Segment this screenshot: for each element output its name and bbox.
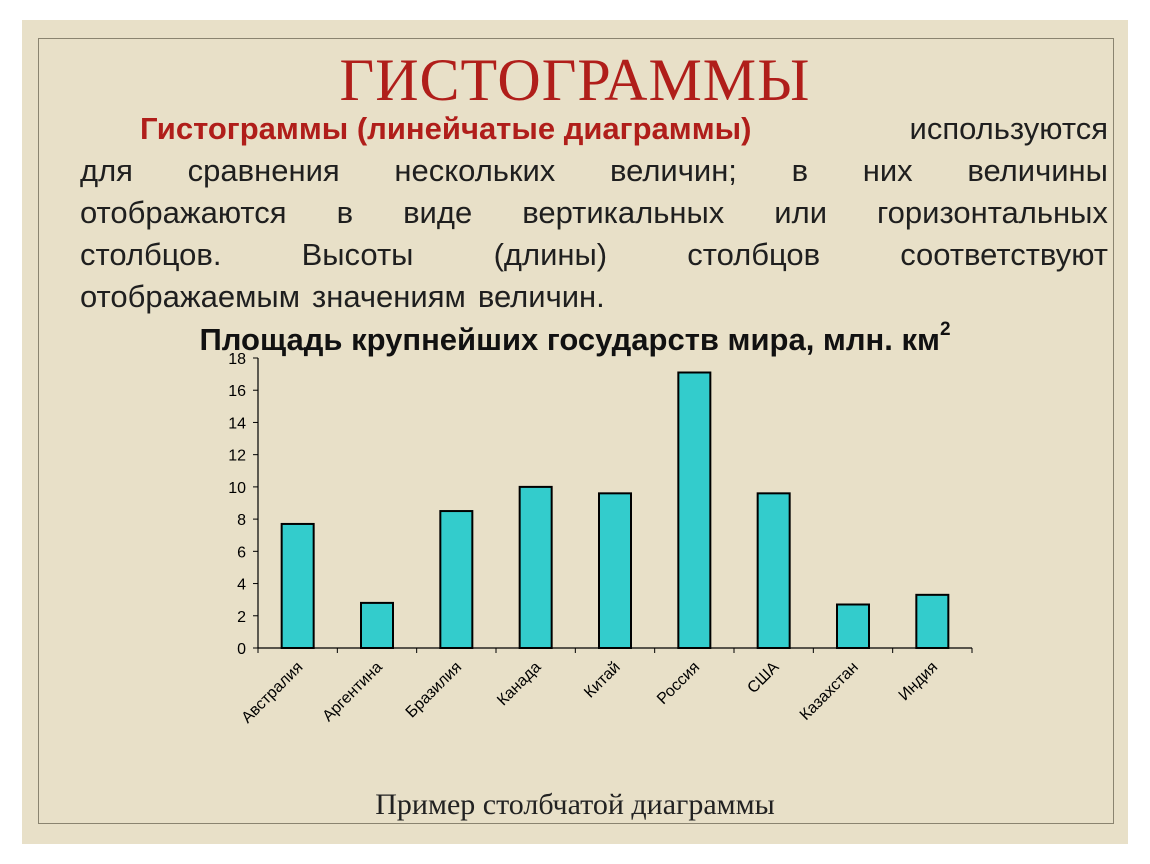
y-tick-label: 6 <box>237 544 246 561</box>
bar <box>439 510 474 649</box>
chart-title-superscript: 2 <box>939 318 951 340</box>
y-tick-label: 14 <box>228 415 246 432</box>
x-tick-label: Китай <box>581 659 624 702</box>
paragraph-word: используются <box>909 111 1108 146</box>
paragraph-word: соответствуют <box>900 237 1108 272</box>
bar <box>836 603 870 649</box>
paragraph-word: или <box>774 195 828 230</box>
paragraph-word: сравнения <box>187 153 340 188</box>
paragraph-word: нескольких <box>394 153 556 188</box>
slide-title: ГИСТОГРАММЫ <box>339 47 811 113</box>
paragraph-highlight: Гистограммы (линейчатые диаграммы) <box>140 111 752 146</box>
y-tick-label: 18 <box>228 351 246 368</box>
paragraph-line: отображаются в виде вертикальных или горизонт… <box>80 192 1108 234</box>
slide-frame <box>38 38 1114 824</box>
paragraph-word: в <box>791 153 809 188</box>
paragraph-line: для сравнения нескольких величин; в них величи… <box>80 150 1108 192</box>
y-tick-label: 2 <box>237 609 246 626</box>
paragraph-word: значениям <box>312 279 466 314</box>
paragraph-word: горизонтальных <box>877 195 1108 230</box>
x-tick-label: Аргентина <box>320 659 386 725</box>
paragraph-word: величин; <box>609 153 737 188</box>
paragraph-word: отображаемым <box>80 279 301 314</box>
description-paragraph: Гистограммы (линейчатые диаграммы) исполь… <box>80 108 1108 318</box>
y-tick-label: 12 <box>228 448 246 465</box>
bar-chart: 0 2 4 6 8 10 12 14 16 18 Австралия Аргентина Бразили… <box>228 351 973 727</box>
x-tick-label: США <box>744 659 782 697</box>
paragraph-word: величины <box>967 153 1108 188</box>
paragraph-word: (длины) <box>493 237 608 272</box>
paragraph-line: столбцов. Высоты (длины) столбцов соответств… <box>80 234 1108 276</box>
bar <box>360 601 394 650</box>
bar <box>677 371 712 649</box>
slide: ГИСТОГРАММЫ Гистограммы (линейчатые диаг… <box>22 20 1128 844</box>
slide-caption: Пример столбчатой диаграммы <box>375 788 775 821</box>
chart-title: Площадь крупнейших государств мира, млн.… <box>22 318 1128 358</box>
x-tick-label: Канада <box>494 659 544 709</box>
paragraph-word: отображаются <box>80 195 287 230</box>
y-tick-label: 4 <box>237 577 246 594</box>
paragraph-word: них <box>862 153 913 188</box>
paragraph-word: величин. <box>477 279 605 314</box>
chart-title-text: Площадь крупнейших государств мира, млн.… <box>199 322 940 357</box>
x-tick-label: Австралия <box>239 659 307 727</box>
paragraph-word: в <box>336 195 354 230</box>
y-tick-label: 8 <box>237 512 246 529</box>
bar <box>280 522 315 650</box>
paragraph-line: отображаемым значениям величин. <box>80 276 1108 318</box>
bar <box>915 593 950 649</box>
x-tick-label: Индия <box>896 659 941 704</box>
y-tick-label: 0 <box>237 641 246 658</box>
bar <box>518 485 553 649</box>
paragraph-line: Гистограммы (линейчатые диаграммы) исполь… <box>80 108 1108 150</box>
x-tick-label: Казахстан <box>797 659 862 724</box>
paragraph-word: вертикальных <box>522 195 725 230</box>
paragraph-word: столбцов <box>687 237 821 272</box>
y-tick-label: 10 <box>228 480 246 497</box>
y-tick-label: 16 <box>228 383 246 400</box>
paragraph-word: Высоты <box>301 237 414 272</box>
x-tick-label: Россия <box>654 659 703 708</box>
paragraph-word: виде <box>403 195 473 230</box>
bar <box>598 492 632 650</box>
paragraph-word: для <box>80 153 133 188</box>
x-tick-label: Бразилия <box>403 659 465 721</box>
paragraph-word: столбцов. <box>80 237 222 272</box>
bar <box>756 492 791 650</box>
